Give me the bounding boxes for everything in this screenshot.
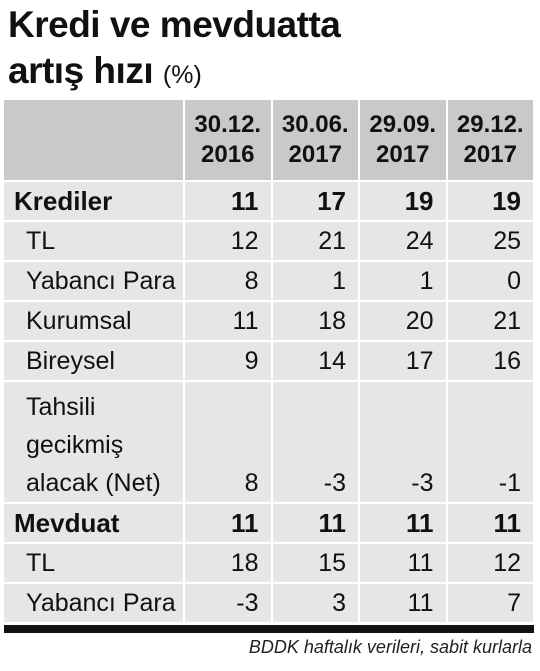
table-row: Mevduat 11 11 11 11 — [4, 503, 535, 544]
table-cell: 18 — [271, 301, 360, 342]
table-cell: 21 — [446, 301, 535, 342]
table-cell: 18 — [184, 543, 273, 584]
table-cell: 16 — [446, 341, 535, 382]
chart-title: Kredi ve mevduatta artış hızı (%) — [8, 2, 532, 98]
table-cell: 20 — [359, 301, 448, 342]
table-cell: 17 — [271, 181, 360, 222]
title-unit: (%) — [162, 61, 202, 89]
table-cell: 7 — [446, 583, 535, 624]
table-cell: 21 — [271, 221, 360, 262]
footer-rule — [4, 625, 534, 633]
row-label: Yabancı Para — [4, 583, 185, 624]
table-row: Bireysel 9 14 17 16 — [4, 341, 535, 382]
title-line-1: Kredi ve mevduatta — [8, 4, 341, 45]
table-cell: 11 — [359, 503, 448, 544]
row-label: Mevduat — [4, 503, 185, 544]
table-cell: 24 — [359, 221, 448, 262]
header-row: 30.12. 2016 30.06. 2017 29.09. 2017 29.1… — [4, 100, 535, 182]
table-row: Yabancı Para -3 3 11 7 — [4, 583, 535, 624]
table-cell: -3 — [271, 381, 360, 504]
column-header: 30.12. 2016 — [184, 100, 273, 182]
table-cell: 11 — [184, 503, 273, 544]
table-cell: 12 — [446, 543, 535, 584]
table-row: Tahsili gecikmiş alacak (Net) 8 -3 -3 -1 — [4, 381, 535, 504]
table-cell: 12 — [184, 221, 273, 262]
column-header-text: 29.12. 2017 — [456, 111, 524, 168]
column-header: 29.12. 2017 — [446, 100, 535, 182]
source-note: BDDK haftalık verileri, sabit kurlarla — [248, 637, 532, 657]
row-label: TL — [4, 543, 185, 584]
title-text-2: artış hızı — [8, 50, 154, 91]
table-cell: 11 — [271, 503, 360, 544]
row-label: Krediler — [4, 181, 185, 222]
column-header-text: 30.06. 2017 — [281, 111, 349, 168]
header-corner — [4, 100, 185, 182]
row-label: Yabancı Para — [4, 261, 185, 302]
table-cell: 15 — [271, 543, 360, 584]
table-row: Yabancı Para 8 1 1 0 — [4, 261, 535, 302]
title-line-2: artış hızı (%) — [8, 48, 532, 98]
table-cell: 19 — [446, 181, 535, 222]
row-label: Kurumsal — [4, 301, 185, 342]
table-cell: 9 — [184, 341, 273, 382]
row-label: TL — [4, 221, 185, 262]
table-cell: 11 — [446, 503, 535, 544]
table-cell: -3 — [359, 381, 448, 504]
table-cell: 8 — [184, 261, 273, 302]
row-label: Tahsili gecikmiş alacak (Net) — [4, 381, 185, 504]
table-cell: -3 — [184, 583, 273, 624]
table-cell: 11 — [184, 181, 273, 222]
table-row: Krediler 11 17 19 19 — [4, 181, 535, 222]
table-cell: 11 — [184, 301, 273, 342]
table-row: TL 12 21 24 25 — [4, 221, 535, 262]
table-row: Kurumsal 11 18 20 21 — [4, 301, 535, 342]
table-cell: 19 — [359, 181, 448, 222]
column-header-text: 30.12. 2016 — [194, 111, 262, 168]
table-cell: 1 — [271, 261, 360, 302]
table-cell: -1 — [446, 381, 535, 504]
table-cell: 11 — [359, 583, 448, 624]
table-cell: 14 — [271, 341, 360, 382]
table-cell: 17 — [359, 341, 448, 382]
table-cell: 3 — [271, 583, 360, 624]
row-label: Bireysel — [4, 341, 185, 382]
column-header-text: 29.09. 2017 — [369, 111, 437, 168]
table-cell: 8 — [184, 381, 273, 504]
data-table: 30.12. 2016 30.06. 2017 29.09. 2017 29.1… — [4, 100, 535, 624]
table-cell: 0 — [446, 261, 535, 302]
table-cell: 25 — [446, 221, 535, 262]
table-cell: 11 — [359, 543, 448, 584]
column-header: 29.09. 2017 — [359, 100, 448, 182]
table-cell: 1 — [359, 261, 448, 302]
column-header: 30.06. 2017 — [271, 100, 360, 182]
table-row: TL 18 15 11 12 — [4, 543, 535, 584]
